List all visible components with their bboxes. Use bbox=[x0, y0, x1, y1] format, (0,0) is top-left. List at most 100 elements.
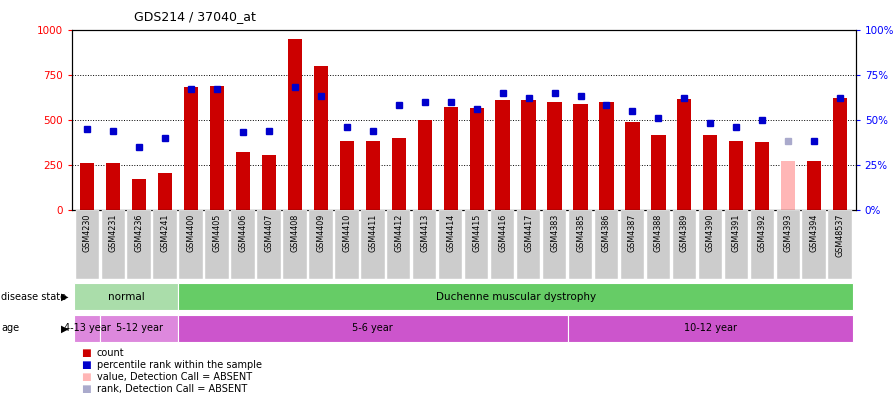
Bar bbox=[543, 210, 566, 279]
Bar bbox=[288, 39, 302, 210]
Bar bbox=[314, 66, 328, 210]
Bar bbox=[283, 210, 306, 279]
Bar bbox=[127, 210, 151, 279]
Bar bbox=[725, 210, 748, 279]
Text: GSM4387: GSM4387 bbox=[628, 213, 637, 252]
Bar bbox=[677, 99, 692, 210]
Bar bbox=[205, 210, 228, 279]
Bar bbox=[444, 107, 458, 210]
Bar bbox=[178, 283, 853, 310]
Bar bbox=[673, 210, 696, 279]
Text: GSM4388: GSM4388 bbox=[654, 213, 663, 251]
Bar bbox=[470, 108, 484, 210]
Bar bbox=[651, 135, 666, 210]
Text: percentile rank within the sample: percentile rank within the sample bbox=[97, 360, 262, 370]
Bar bbox=[491, 210, 514, 279]
Text: GSM4392: GSM4392 bbox=[758, 213, 767, 252]
Bar bbox=[179, 210, 202, 279]
Text: GSM48537: GSM48537 bbox=[836, 213, 845, 257]
Bar bbox=[625, 122, 640, 210]
Text: GSM4406: GSM4406 bbox=[238, 213, 247, 251]
Text: GSM4408: GSM4408 bbox=[290, 213, 299, 251]
Text: GSM4390: GSM4390 bbox=[706, 213, 715, 252]
Bar bbox=[517, 210, 540, 279]
Text: GSM4412: GSM4412 bbox=[394, 213, 403, 252]
Text: GSM4230: GSM4230 bbox=[82, 213, 91, 252]
Text: GSM4241: GSM4241 bbox=[160, 213, 169, 252]
Text: GSM4411: GSM4411 bbox=[368, 213, 377, 251]
Text: GSM4414: GSM4414 bbox=[446, 213, 455, 251]
Bar bbox=[829, 210, 852, 279]
Text: 10-12 year: 10-12 year bbox=[684, 323, 737, 333]
Bar bbox=[595, 210, 618, 279]
Bar bbox=[335, 210, 358, 279]
Bar bbox=[803, 210, 826, 279]
Bar bbox=[439, 210, 462, 279]
Text: GSM4413: GSM4413 bbox=[420, 213, 429, 251]
Bar bbox=[703, 135, 718, 210]
Text: GSM4410: GSM4410 bbox=[342, 213, 351, 251]
Bar bbox=[781, 161, 796, 210]
Text: GSM4385: GSM4385 bbox=[576, 213, 585, 252]
Text: Duchenne muscular dystrophy: Duchenne muscular dystrophy bbox=[435, 291, 596, 302]
Text: ■: ■ bbox=[81, 348, 90, 358]
Bar bbox=[807, 161, 822, 210]
Bar bbox=[178, 314, 567, 342]
Text: GSM4400: GSM4400 bbox=[186, 213, 195, 251]
Bar bbox=[495, 100, 510, 210]
Bar bbox=[573, 104, 588, 210]
Bar bbox=[621, 210, 644, 279]
Text: GSM4407: GSM4407 bbox=[264, 213, 273, 252]
Bar bbox=[418, 120, 432, 210]
Bar bbox=[153, 210, 177, 279]
Bar bbox=[521, 100, 536, 210]
Bar bbox=[413, 210, 436, 279]
Bar bbox=[729, 141, 744, 210]
Text: GSM4415: GSM4415 bbox=[472, 213, 481, 252]
Text: 5-6 year: 5-6 year bbox=[352, 323, 393, 333]
Text: GSM4405: GSM4405 bbox=[212, 213, 221, 252]
Text: GSM4416: GSM4416 bbox=[498, 213, 507, 251]
Text: GSM4389: GSM4389 bbox=[680, 213, 689, 252]
Text: 4-13 year: 4-13 year bbox=[64, 323, 110, 333]
Bar bbox=[567, 314, 853, 342]
Text: value, Detection Call = ABSENT: value, Detection Call = ABSENT bbox=[97, 372, 252, 382]
Text: normal: normal bbox=[108, 291, 144, 302]
Bar bbox=[74, 314, 100, 342]
Bar bbox=[833, 98, 848, 210]
Text: ■: ■ bbox=[81, 360, 90, 370]
Text: GSM4394: GSM4394 bbox=[810, 213, 819, 252]
Text: GSM4236: GSM4236 bbox=[134, 213, 143, 252]
Text: rank, Detection Call = ABSENT: rank, Detection Call = ABSENT bbox=[97, 384, 247, 394]
Bar bbox=[231, 210, 254, 279]
Bar bbox=[106, 163, 120, 210]
Text: GSM4383: GSM4383 bbox=[550, 213, 559, 251]
Text: GDS214 / 37040_at: GDS214 / 37040_at bbox=[134, 10, 256, 23]
Bar bbox=[340, 141, 354, 210]
Bar bbox=[569, 210, 592, 279]
Bar bbox=[262, 155, 276, 210]
Bar bbox=[547, 102, 562, 210]
Text: GSM4386: GSM4386 bbox=[602, 213, 611, 251]
Bar bbox=[392, 138, 406, 210]
Bar bbox=[755, 142, 770, 210]
Bar bbox=[387, 210, 410, 279]
Text: ■: ■ bbox=[81, 372, 90, 382]
Text: ■: ■ bbox=[81, 384, 90, 394]
Bar bbox=[80, 163, 94, 210]
Bar bbox=[101, 210, 125, 279]
Text: ▶: ▶ bbox=[61, 323, 68, 333]
Bar bbox=[647, 210, 670, 279]
Text: age: age bbox=[1, 323, 19, 333]
Bar bbox=[751, 210, 774, 279]
Bar bbox=[75, 210, 99, 279]
Bar bbox=[236, 152, 250, 210]
Bar bbox=[100, 314, 178, 342]
Bar bbox=[257, 210, 280, 279]
Text: disease state: disease state bbox=[1, 291, 66, 302]
Bar bbox=[777, 210, 800, 279]
Bar bbox=[210, 86, 224, 210]
Text: ▶: ▶ bbox=[61, 291, 68, 302]
Bar bbox=[366, 141, 380, 210]
Text: GSM4409: GSM4409 bbox=[316, 213, 325, 252]
